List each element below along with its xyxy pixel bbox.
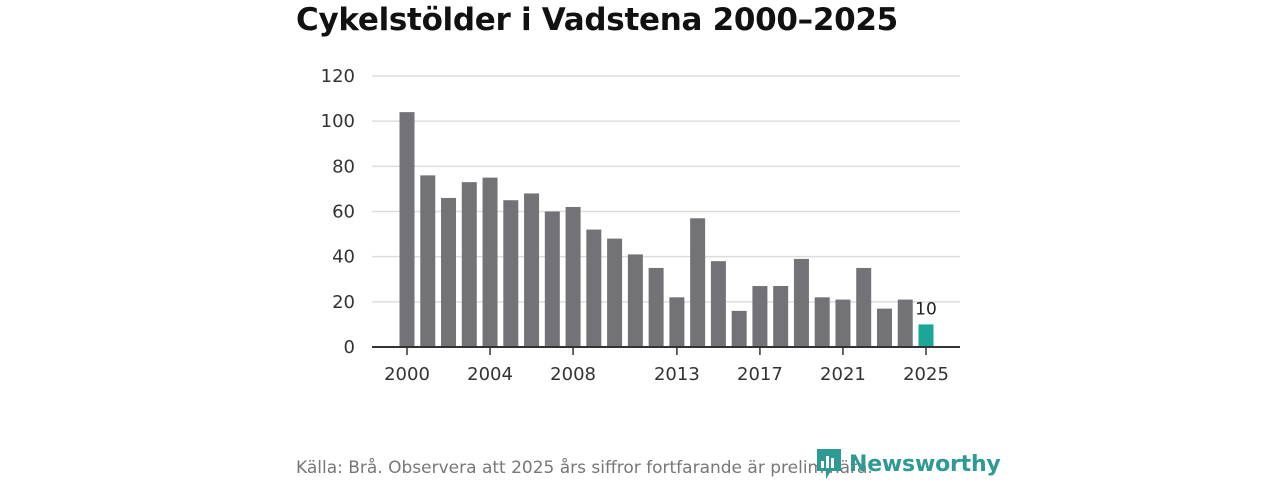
bar xyxy=(856,267,872,347)
bar xyxy=(897,299,913,347)
data-label: 10 xyxy=(915,299,937,319)
bar xyxy=(710,261,726,347)
bar xyxy=(648,267,664,347)
bar xyxy=(690,218,706,347)
y-tick-label: 80 xyxy=(332,156,355,177)
bar xyxy=(399,112,415,347)
chart-title: Cykelstölder i Vadstena 2000–2025 xyxy=(296,2,898,38)
bar xyxy=(876,308,892,347)
bar xyxy=(835,299,851,347)
x-tick-label: 2017 xyxy=(737,364,783,385)
bar xyxy=(607,238,623,347)
bar xyxy=(669,297,685,347)
bar xyxy=(482,177,498,347)
bar xyxy=(773,286,789,347)
y-tick-label: 40 xyxy=(332,247,355,268)
bar xyxy=(586,229,602,347)
bar xyxy=(731,310,747,347)
brand-name: Newsworthy xyxy=(849,451,1001,477)
bar-highlight xyxy=(918,324,934,347)
bar-chart: 0 20 40 60 80 100 120 10 2000 2004 2008 2013 2017 202… xyxy=(321,66,960,385)
source-note: Källa: Brå. Observera att 2025 års siffr… xyxy=(296,458,873,478)
y-tick-label: 100 xyxy=(321,111,355,132)
bar xyxy=(503,200,519,347)
y-tick-label: 20 xyxy=(332,292,355,313)
x-tick-label: 2013 xyxy=(654,364,700,385)
bar xyxy=(752,286,768,347)
bar xyxy=(565,206,581,347)
y-tick-label: 120 xyxy=(321,66,355,87)
bar xyxy=(461,182,477,347)
newsworthy-logo-icon xyxy=(817,449,841,479)
bar xyxy=(544,211,560,347)
newsworthy-logo: Newsworthy xyxy=(815,447,1001,481)
x-tick-label: 2025 xyxy=(903,364,949,385)
bar xyxy=(793,258,809,347)
y-tick-label: 0 xyxy=(344,337,355,358)
bar xyxy=(441,197,457,347)
x-tick-label: 2008 xyxy=(550,364,596,385)
y-tick-label: 60 xyxy=(332,202,355,223)
bar xyxy=(814,297,830,347)
x-tick-label: 2000 xyxy=(384,364,430,385)
bar xyxy=(524,193,540,347)
bar xyxy=(420,175,436,347)
x-tick-label: 2021 xyxy=(820,364,866,385)
bar xyxy=(627,254,643,347)
x-tick-label: 2004 xyxy=(467,364,513,385)
